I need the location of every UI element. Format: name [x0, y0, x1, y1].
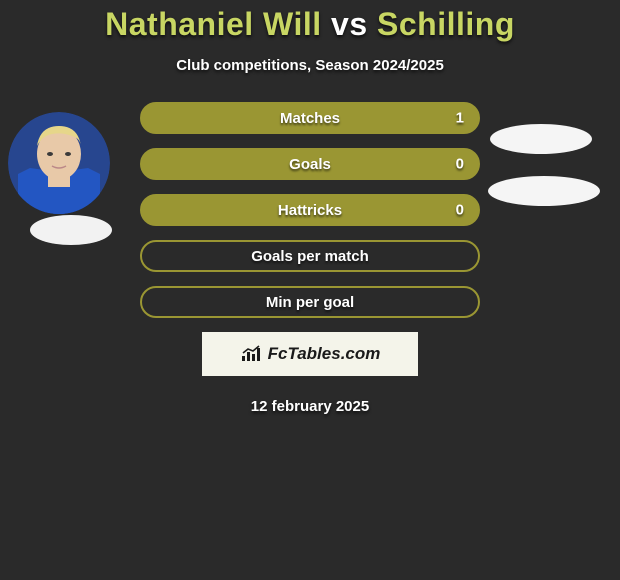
avatar-icon	[8, 112, 110, 214]
title-player1: Nathaniel Will	[105, 6, 322, 42]
subtitle: Club competitions, Season 2024/2025	[0, 57, 620, 74]
content-area: Matches 1 Goals 0 Hattricks 0 Goals per match M…	[0, 102, 620, 415]
stat-row-min-per-goal: Min per goal	[140, 286, 480, 318]
stat-label: Goals	[289, 156, 331, 173]
page-title: Nathaniel Will vs Schilling	[0, 6, 620, 43]
stat-row-goals-per-match: Goals per match	[140, 240, 480, 272]
stat-value: 1	[456, 110, 464, 127]
stat-row-hattricks: Hattricks 0	[140, 194, 480, 226]
chart-icon	[240, 345, 262, 363]
stat-row-goals: Goals 0	[140, 148, 480, 180]
brand-badge: FcTables.com	[202, 332, 418, 376]
stat-value: 0	[456, 202, 464, 219]
stat-value: 0	[456, 156, 464, 173]
stat-label: Hattricks	[278, 202, 342, 219]
stat-label: Min per goal	[266, 294, 354, 311]
right-ellipse-graphic-2	[488, 176, 600, 206]
date-label: 12 february 2025	[0, 398, 620, 415]
stats-rows: Matches 1 Goals 0 Hattricks 0 Goals per match M…	[140, 102, 480, 318]
stat-label: Goals per match	[251, 248, 369, 265]
title-player2: Schilling	[377, 6, 515, 42]
player1-avatar	[8, 112, 110, 214]
stat-label: Matches	[280, 110, 340, 127]
stat-row-matches: Matches 1	[140, 102, 480, 134]
title-vs: vs	[331, 6, 368, 42]
comparison-card: Nathaniel Will vs Schilling Club competi…	[0, 0, 620, 415]
brand-text: FcTables.com	[268, 344, 381, 364]
right-ellipse-graphic-1	[490, 124, 592, 154]
left-ellipse-graphic	[30, 215, 112, 245]
